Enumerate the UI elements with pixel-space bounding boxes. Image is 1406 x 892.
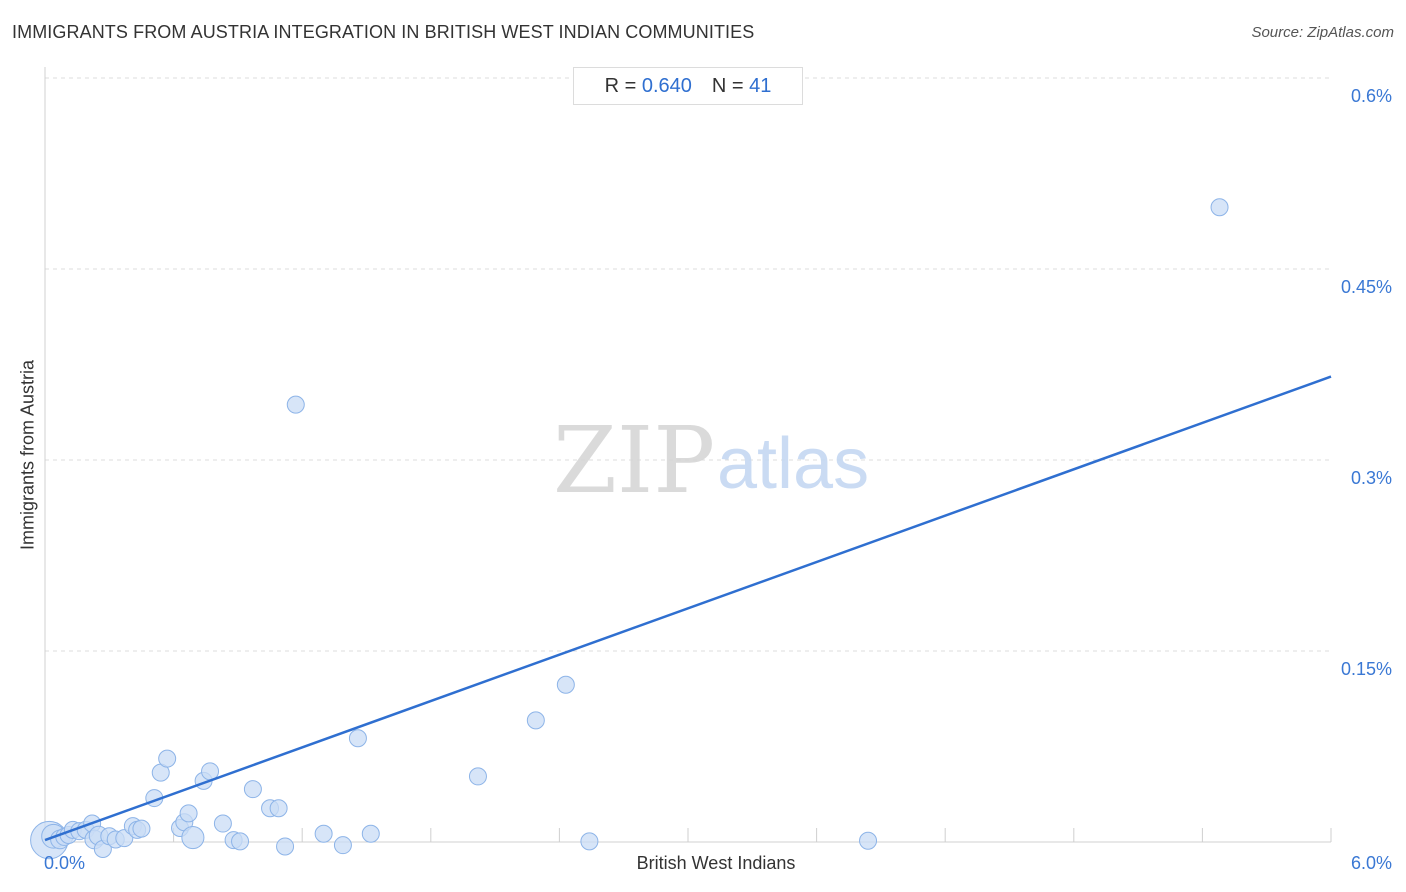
x-tick-label-min: 0.0% <box>44 853 86 873</box>
data-point-36 <box>333 836 352 855</box>
data-points <box>30 198 1229 860</box>
data-point-23 <box>179 804 198 823</box>
data-point-27 <box>213 814 232 833</box>
data-point-41 <box>556 675 575 694</box>
data-point-39 <box>468 767 487 786</box>
y-tick-label-2: 0.3% <box>1350 468 1392 488</box>
y-tick-label-1: 0.45% <box>1340 277 1392 297</box>
data-point-29 <box>231 832 250 851</box>
watermark: ZIP atlas <box>553 407 869 514</box>
data-point-37 <box>348 729 367 748</box>
data-point-33 <box>276 837 295 856</box>
data-point-30 <box>243 780 262 799</box>
y-tick-label-3: 0.15% <box>1340 659 1392 679</box>
data-point-38 <box>361 824 380 843</box>
data-point-35 <box>314 824 333 843</box>
x-tick-label-max: 6.0% <box>1350 853 1392 873</box>
trend-line-group <box>44 375 1332 842</box>
source-label: Source: ZipAtlas.com <box>1251 24 1394 41</box>
data-point-42 <box>580 832 599 851</box>
r-value: 0.640 <box>641 74 692 97</box>
r-label: R = <box>604 74 637 97</box>
y-tick-label-0: 0.6% <box>1350 86 1392 106</box>
y-axis-label: Immigrants from Austria <box>17 359 38 551</box>
x-tick-marks <box>44 828 1332 842</box>
data-point-44 <box>1210 198 1229 217</box>
data-point-40 <box>526 711 545 730</box>
gridlines <box>45 77 1331 652</box>
data-point-32 <box>269 799 288 818</box>
watermark-atlas: atlas <box>717 424 869 504</box>
data-point-43 <box>859 831 878 850</box>
x-axis-label: British West Indians <box>636 853 796 873</box>
watermark-zip: ZIP <box>553 407 715 514</box>
stats-box: R = 0.640 N = 41 <box>573 67 803 105</box>
n-value: 41 <box>749 74 772 97</box>
n-label: N = <box>711 74 744 97</box>
data-point-20 <box>158 749 177 768</box>
trend-line <box>44 375 1332 842</box>
data-point-24 <box>181 825 205 850</box>
chart-title: IMMIGRANTS FROM AUSTRIA INTEGRATION IN B… <box>12 22 755 42</box>
data-point-34 <box>286 395 305 414</box>
data-point-17 <box>132 819 151 838</box>
